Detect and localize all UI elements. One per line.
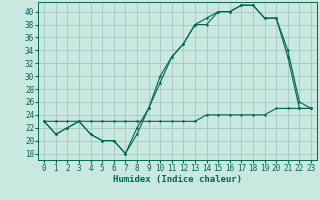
- X-axis label: Humidex (Indice chaleur): Humidex (Indice chaleur): [113, 175, 242, 184]
